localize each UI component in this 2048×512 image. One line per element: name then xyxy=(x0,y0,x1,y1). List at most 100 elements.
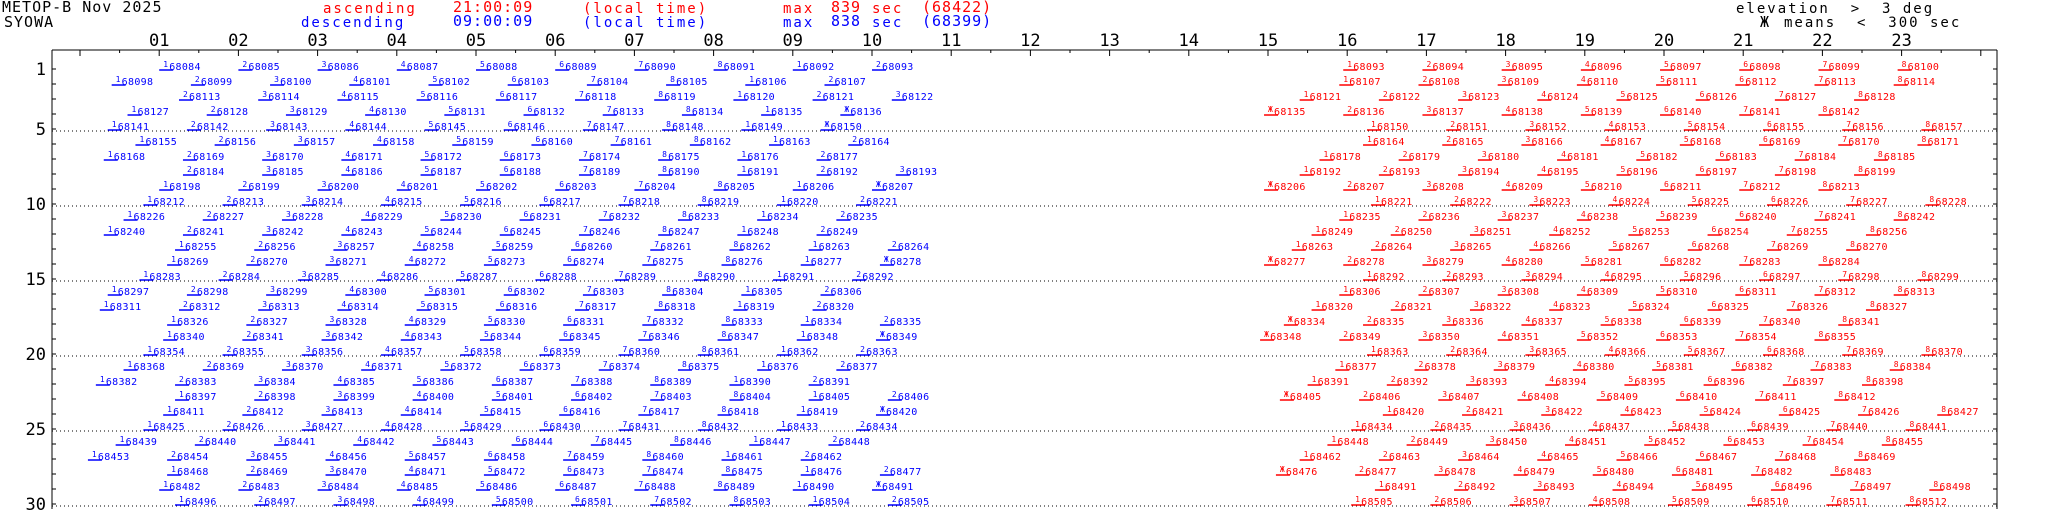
pass-number-label: 68403 xyxy=(660,392,692,403)
descending-pass-68204: 7 68204 xyxy=(634,180,676,193)
orbit-index-label: 3 xyxy=(1529,120,1534,129)
pass-number-label: 68259 xyxy=(502,242,534,253)
ascending-pass-68297: 6 68297 xyxy=(1759,270,1800,283)
pass-number-label: 68395 xyxy=(1634,377,1666,388)
orbit-index-label: 5 xyxy=(1660,285,1665,294)
pass-number-label: 68412 xyxy=(1844,392,1876,403)
descending-pass-68413: 3 68413 xyxy=(321,405,363,418)
pass-number-label: 68448 xyxy=(1337,437,1369,448)
pass-number-label: 68482 xyxy=(1761,467,1793,478)
orbit-index-label: 1 xyxy=(147,195,152,204)
orbit-index-label: 5 xyxy=(1704,405,1709,414)
ascending-pass-68391: 1 68391 xyxy=(1307,375,1349,388)
descending-pass-68220: 1 68220 xyxy=(776,195,818,208)
pass-number-label: 68150 xyxy=(1377,122,1409,133)
pass-number-label: 68222 xyxy=(1460,197,1492,208)
orbit-index-label: 1 xyxy=(1323,150,1328,159)
orbit-index-label: Ж xyxy=(880,330,885,339)
ascending-pass-68312: 7 68312 xyxy=(1814,285,1856,298)
pass-number-label: 68490 xyxy=(803,482,835,493)
orbit-index-label: 1 xyxy=(108,150,113,159)
orbit-index-label: 5 xyxy=(460,270,465,279)
descending-pass-68232: 7 68232 xyxy=(598,210,640,223)
orbit-index-label: 3 xyxy=(266,225,271,234)
descending-pass-68490: 1 68490 xyxy=(792,480,835,493)
pass-number-label: 68425 xyxy=(1789,407,1821,418)
pass-number-label: 68365 xyxy=(1535,347,1567,358)
orbit-index-label: 6 xyxy=(1664,255,1669,264)
ascending-pass-68422: 3 68422 xyxy=(1541,405,1583,418)
ascending-pass-68512: 8 68512 xyxy=(1905,495,1947,508)
orbit-index-label: 3 xyxy=(1454,240,1459,249)
pass-number-label: 68223 xyxy=(1539,197,1571,208)
pass-number-label: 68301 xyxy=(435,287,467,298)
ascending-pass-68465: 4 68465 xyxy=(1537,450,1579,463)
orbit-index-label: 7 xyxy=(623,420,628,429)
ascending-pass-68207: 2 68207 xyxy=(1343,180,1385,193)
orbit-index-label: 7 xyxy=(1771,240,1776,249)
ascending-pass-68423: 4 68423 xyxy=(1620,405,1662,418)
orbit-index-label: 4 xyxy=(401,180,406,189)
orbit-index-label: 4 xyxy=(341,90,346,99)
pass-number-label: 68219 xyxy=(708,197,740,208)
descending-pass-68291: 1 68291 xyxy=(773,270,814,283)
pass-number-label: 68306 xyxy=(831,287,863,298)
orbit-index-label: 3 xyxy=(330,255,335,264)
pass-number-label: 68494 xyxy=(1623,482,1655,493)
pass-number-label: 68450 xyxy=(1496,437,1528,448)
pass-number-label: 68145 xyxy=(435,122,467,133)
orbit-index-label: 7 xyxy=(1743,255,1748,264)
ascending-pass-68427: 8 68427 xyxy=(1937,405,1979,418)
pass-number-label: 68275 xyxy=(652,257,684,268)
descending-pass-68311: 1 68311 xyxy=(99,300,141,313)
pass-number-label: 68283 xyxy=(1749,257,1781,268)
orbit-index-label: 2 xyxy=(183,300,188,309)
orbit-index-label: 4 xyxy=(417,390,422,399)
orbit-index-label: 8 xyxy=(1929,195,1934,204)
descending-pass-68403: 7 68403 xyxy=(650,390,692,403)
orbit-index-label: 5 xyxy=(1620,165,1625,174)
pass-number-label: 68305 xyxy=(751,287,783,298)
pass-number-label: 68128 xyxy=(217,107,249,118)
ascending-pass-68448: 1 68448 xyxy=(1327,435,1369,448)
pass-number-label: 68322 xyxy=(1480,302,1512,313)
orbit-index-label: 3 xyxy=(1474,225,1479,234)
ascending-pass-68140: 6 68140 xyxy=(1660,105,1701,118)
orbit-index-label: 8 xyxy=(726,465,731,474)
ascending-pass-68468: 7 68468 xyxy=(1774,450,1816,463)
orbit-index-label: 8 xyxy=(702,420,707,429)
descending-pass-68461: 1 68461 xyxy=(721,450,763,463)
ascending-pass-68491: 1 68491 xyxy=(1374,480,1416,493)
orbit-index-label: 8 xyxy=(662,150,667,159)
orbit-index-label: 4 xyxy=(1533,240,1538,249)
orbit-index-label: 7 xyxy=(1779,90,1784,99)
pass-number-label: 68429 xyxy=(470,422,502,433)
pass-number-label: 68441 xyxy=(1916,422,1948,433)
pass-number-label: 68105 xyxy=(676,77,708,88)
pass-number-label: 68420 xyxy=(886,407,918,418)
pass-number-label: 68094 xyxy=(1432,62,1464,73)
orbit-index-label: 5 xyxy=(1620,90,1625,99)
pass-number-label: 68217 xyxy=(549,197,581,208)
descending-pass-68444: 6 68444 xyxy=(511,435,553,448)
descending-pass-68340: 1 68340 xyxy=(163,330,204,343)
x-tick-label-15: 15 xyxy=(1258,31,1278,51)
pass-number-label: 68442 xyxy=(363,437,395,448)
ascending-pass-68221: 1 68221 xyxy=(1370,195,1412,208)
pass-number-label: 68155 xyxy=(145,137,177,148)
pass-number-label: 68142 xyxy=(197,122,229,133)
orbit-index-label: 5 xyxy=(425,150,430,159)
orbit-index-label: 2 xyxy=(179,375,184,384)
orbit-index-label: 5 xyxy=(444,360,449,369)
pass-number-label: 68428 xyxy=(391,422,423,433)
descending-pass-68402: 6 68402 xyxy=(571,390,612,403)
pass-number-label: 68348 xyxy=(807,332,839,343)
descending-pass-68261: 7 68261 xyxy=(650,240,692,253)
ascending-pass-68212: 7 68212 xyxy=(1739,180,1781,193)
orbit-index-label: 1 xyxy=(171,465,176,474)
ascending-pass-68111: 5 68111 xyxy=(1656,75,1697,88)
descending-pass-68129: 3 68129 xyxy=(285,105,327,118)
descending-pass-68241: 2 68241 xyxy=(182,225,224,238)
ascending-pass-68123: 3 68123 xyxy=(1458,90,1499,103)
